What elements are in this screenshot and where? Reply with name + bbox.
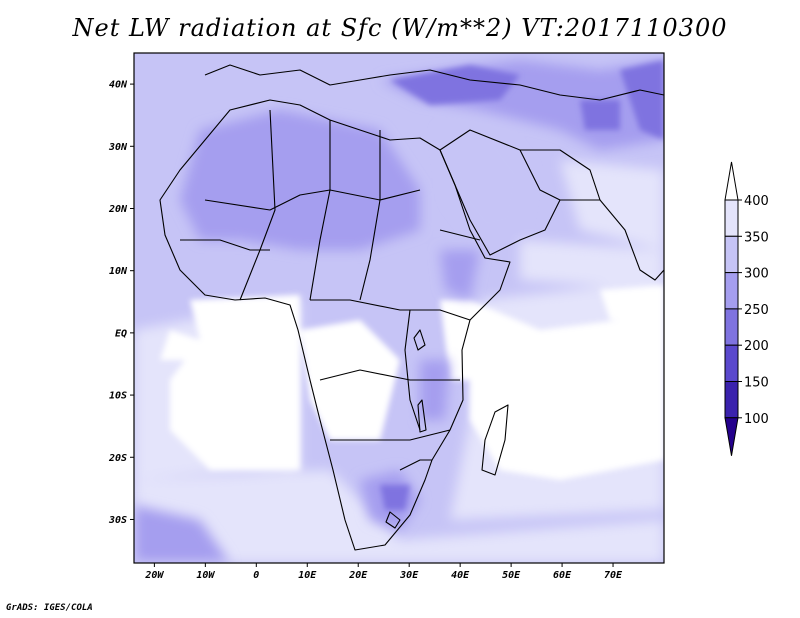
lon-tick-label: 10W: [196, 570, 215, 581]
lat-tick-label: 20S: [108, 453, 127, 464]
lon-tick-label: 60E: [553, 570, 572, 581]
colorbar-segment: [724, 199, 739, 237]
colorbar: 400 350 300 250 200 150 100: [724, 161, 769, 456]
lat-tick-label: EQ: [115, 328, 127, 339]
colorbar-bottom-arrow: [724, 417, 739, 456]
lon-tick-label: 20E: [348, 570, 368, 581]
shaded-field: [134, 53, 664, 563]
grads-credit: GrADS: IGES/COLA: [6, 603, 93, 613]
lon-tick-label: 40E: [451, 570, 470, 581]
colorbar-label: 350: [744, 230, 769, 245]
colorbar-segment: [724, 381, 739, 419]
lon-tick-label: 50E: [502, 570, 521, 581]
lat-tick-label: 30N: [108, 142, 128, 153]
lon-tick-label: 30E: [399, 570, 419, 581]
map-title: Net LW radiation at Sfc (W/m**2) VT:2017…: [72, 14, 728, 42]
colorbar-segment: [724, 344, 739, 383]
coastlines: [159, 64, 664, 551]
lat-tick-label: 10S: [109, 391, 127, 402]
lon-tick-label: 10E: [298, 570, 317, 581]
colorbar-label: 300: [744, 267, 769, 282]
lat-tick-label: 30S: [108, 515, 127, 526]
colorbar-segment: [724, 235, 739, 274]
lat-tick-label: 20N: [108, 204, 128, 215]
colorbar-label: 100: [744, 412, 769, 427]
lon-tick-label: 0: [253, 570, 259, 581]
latitude-axis: 40N 30N 20N 10N EQ 10S 20S 30S: [108, 80, 134, 526]
lat-tick-label: 10N: [109, 266, 128, 277]
lat-tick-label: 40N: [109, 80, 128, 91]
lon-tick-label: 70E: [604, 570, 623, 581]
lon-tick-label: 20W: [144, 570, 164, 581]
longitude-axis: 20W 10W 0 10E 20E 30E 40E 50E 60E 70E: [144, 563, 623, 581]
colorbar-label: 400: [744, 194, 769, 209]
colorbar-label: 150: [744, 376, 769, 391]
colorbar-label: 250: [744, 303, 769, 318]
colorbar-segment: [724, 272, 739, 310]
colorbar-segment: [724, 308, 739, 346]
colorbar-top-arrow: [724, 161, 739, 201]
map-frame: [133, 52, 665, 564]
colorbar-label: 200: [744, 339, 769, 354]
